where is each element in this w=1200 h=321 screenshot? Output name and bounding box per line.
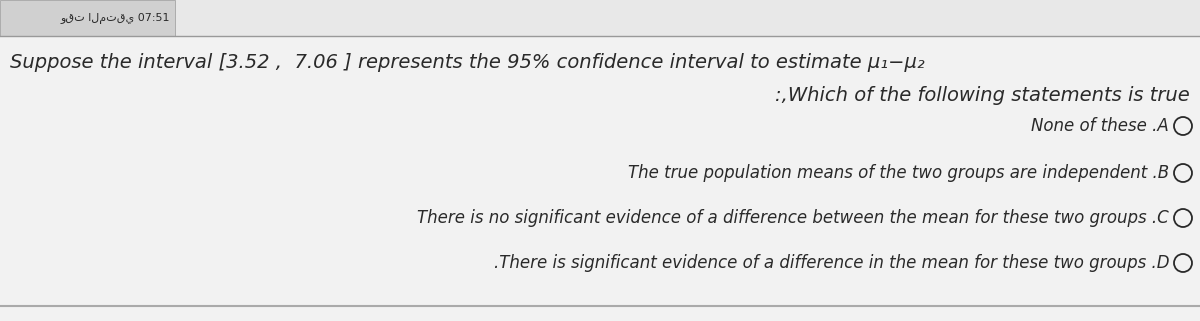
Text: None of these .A: None of these .A [1031,117,1169,135]
Text: There is no significant evidence of a difference between the mean for these two : There is no significant evidence of a di… [418,209,1169,227]
Text: وقت المتقي 07:51: وقت المتقي 07:51 [60,13,170,23]
Bar [0,36,1200,321]
Text: .There is significant evidence of a difference in the mean for these two groups : .There is significant evidence of a diff… [493,254,1169,272]
Text: :,Which of the following statements is true: :,Which of the following statements is t… [775,86,1190,105]
Bar [0,0,175,36]
Text: The true population means of the two groups are independent .B: The true population means of the two gro… [628,164,1169,182]
Text: Suppose the interval [3.52 ,  7.06 ] represents the 95% confidence interval to e: Suppose the interval [3.52 , 7.06 ] repr… [10,53,925,72]
